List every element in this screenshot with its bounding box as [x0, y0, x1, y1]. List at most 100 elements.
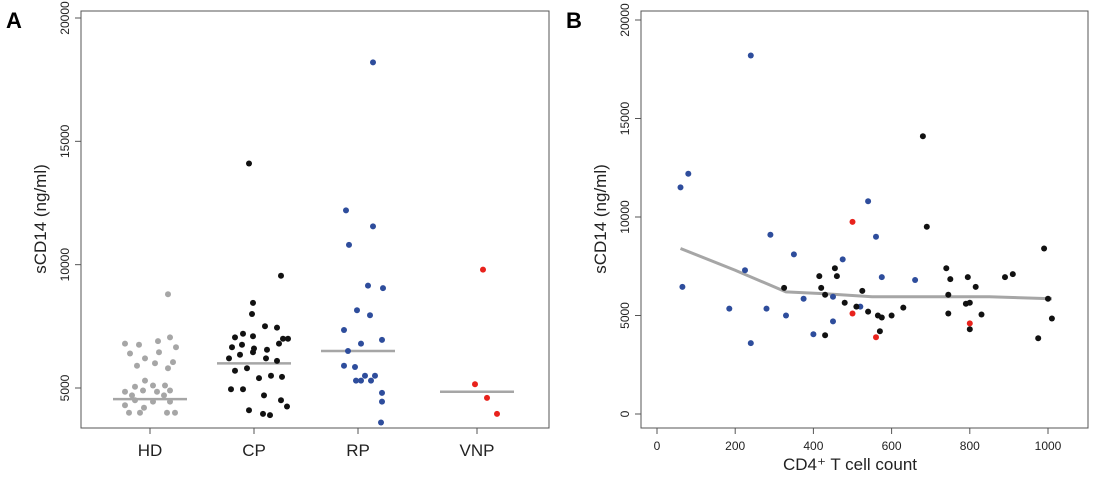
panel-a-point	[170, 359, 176, 366]
panel-a-point	[228, 386, 234, 393]
panel-b-x-axis-title: CD4⁺ T cell count	[783, 455, 917, 474]
panel-a-point	[129, 392, 135, 399]
panel-b-point	[831, 265, 838, 272]
panel-b-plot-frame	[640, 10, 1089, 429]
panel-a-plot-frame	[80, 10, 550, 429]
panel-a-point	[229, 344, 235, 351]
panel-a-point	[264, 346, 270, 353]
panel-b-point	[923, 223, 930, 230]
panel-a-point	[152, 360, 158, 367]
panel-a-point	[372, 372, 378, 379]
panel-b-point	[830, 293, 836, 300]
panel-b-point	[878, 314, 885, 321]
panel-a-point	[267, 412, 273, 419]
panel-a-point	[136, 341, 142, 348]
panel-a-point	[250, 299, 256, 306]
panel-b-point	[677, 184, 684, 191]
panel-a-point	[232, 334, 238, 341]
panel-a-point	[122, 340, 128, 347]
panel-b-x-tick-label: 200	[725, 439, 745, 453]
panel-a-category-label: VNP	[460, 441, 495, 460]
panel-b-point	[966, 326, 973, 333]
panel-b-point	[1002, 274, 1008, 281]
panel-a-point	[362, 372, 368, 379]
panel-a-point	[341, 362, 347, 369]
panel-a-point	[154, 388, 160, 395]
panel-a-y-tick-label: 10000	[58, 248, 72, 282]
panel-a-point	[368, 377, 374, 384]
panel-b-y-tick-label: 5000	[618, 302, 632, 329]
panel-a-point	[278, 272, 284, 279]
panel-b-point	[726, 305, 733, 312]
panel-a-point	[132, 397, 138, 404]
panel-a-point	[279, 373, 285, 380]
panel-a-point	[262, 323, 268, 330]
panel-b-point	[781, 284, 788, 291]
panel-b-point	[859, 287, 866, 294]
panel-a-point	[352, 364, 358, 370]
panel-a-point	[260, 410, 266, 417]
panel-a-point	[345, 348, 351, 354]
panel-a-point	[162, 382, 168, 389]
panel-a-point	[494, 410, 500, 417]
panel-a-y-tick-label: 15000	[58, 124, 72, 158]
panel-b-point	[964, 274, 971, 281]
panel-a-point	[126, 409, 132, 416]
panel-b-point	[679, 283, 686, 290]
panel-a-point	[249, 311, 255, 317]
panel-a-category-label: HD	[138, 441, 163, 460]
panel-b-x-tick-label: 800	[960, 439, 980, 453]
panel-a-point	[343, 207, 349, 214]
panel-b-point	[919, 133, 926, 140]
panel-b-point	[822, 332, 829, 339]
panel-a-point	[164, 409, 170, 416]
panel-b-x-tick-label: 600	[882, 439, 902, 453]
panel-b-point	[810, 331, 817, 338]
panel-a-point	[378, 419, 384, 426]
panel-a-point	[250, 333, 256, 340]
panel-a-point	[127, 350, 133, 357]
panel-b-point	[800, 295, 807, 302]
panel-a-point	[226, 355, 232, 362]
panel-a-point	[142, 377, 148, 384]
panel-a-point	[165, 365, 171, 372]
panel-a-point	[173, 344, 179, 351]
panel-a-point	[370, 59, 376, 66]
panel-b-point	[1009, 271, 1016, 278]
panel-b-point	[873, 334, 879, 341]
panel-a-point	[165, 291, 171, 298]
panel-b-point	[849, 310, 856, 317]
panel-a-point	[246, 160, 252, 167]
panel-b-smooth-line	[679, 247, 1052, 301]
panel-b-point	[878, 274, 885, 281]
panel-a-plot: 5000 10000 15000 20000 HD CP RP VNP	[58, 1, 514, 460]
panel-b-point	[972, 283, 979, 290]
panel-a-point	[240, 330, 246, 337]
panel-a-point	[354, 307, 360, 314]
panel-b-point	[833, 273, 840, 280]
panel-a-point	[250, 349, 256, 356]
panel-b-point	[945, 310, 952, 317]
panel-b-point	[790, 251, 797, 258]
panel-b-point	[865, 308, 872, 315]
panel-a-point	[137, 409, 143, 416]
panel-a-point	[367, 312, 373, 319]
panel-a-point	[237, 351, 243, 358]
panel-b-point	[945, 291, 952, 298]
panel-a-point	[246, 407, 252, 414]
panel-b-point	[978, 311, 985, 318]
panel-b-point	[767, 231, 774, 238]
panel-b-point	[849, 218, 856, 225]
panel-a-point	[156, 349, 162, 356]
panel-a-point	[353, 377, 359, 384]
panel-a-point	[285, 335, 291, 342]
panel-b-point	[865, 198, 872, 205]
panel-b-point	[912, 277, 919, 283]
panel-b-point	[816, 273, 823, 280]
panel-a-point	[358, 377, 364, 384]
panel-b-point	[1048, 315, 1055, 322]
panel-a-category-label: RP	[346, 441, 370, 460]
panel-b-point	[839, 256, 846, 263]
panel-a-y-axis-title: sCD14 (ng/ml)	[31, 164, 50, 274]
